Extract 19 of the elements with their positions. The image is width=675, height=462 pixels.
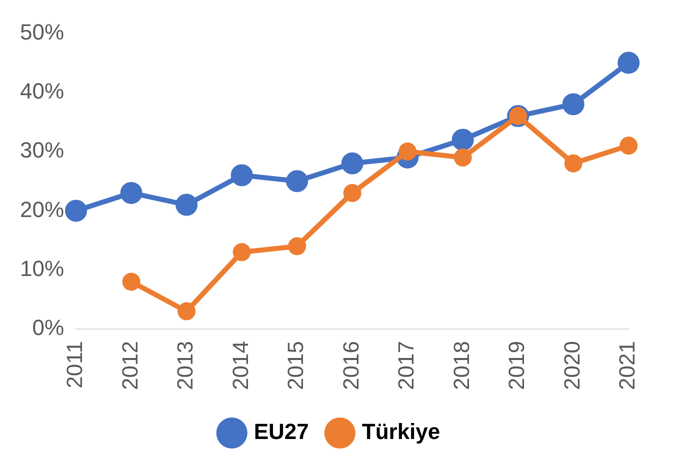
x-tick-label: 2014 <box>228 341 253 390</box>
x-tick-label: 2012 <box>117 341 142 390</box>
x-tick-label: 2021 <box>614 341 640 390</box>
x-tick-label: 2015 <box>283 341 308 390</box>
x-tick-label: 2020 <box>559 341 584 390</box>
y-tick-label: 30% <box>20 138 64 163</box>
x-tick-label: 2019 <box>504 341 530 390</box>
x-tick-label: 2013 <box>172 341 198 390</box>
x-tick-label: 2018 <box>448 341 474 390</box>
y-tick-label: 50% <box>20 19 64 44</box>
y-tick-label: 40% <box>20 78 64 104</box>
legend-label: EU27 <box>254 419 309 444</box>
legend-label: Türkiye <box>362 419 440 444</box>
y-tick-label: 10% <box>20 256 64 281</box>
x-tick-label: 2017 <box>394 341 419 390</box>
x-tick-label: 2016 <box>338 341 364 390</box>
x-tick-label: 2011 <box>62 341 88 388</box>
y-tick-label: 0% <box>32 315 64 340</box>
y-tick-label: 20% <box>20 196 64 222</box>
